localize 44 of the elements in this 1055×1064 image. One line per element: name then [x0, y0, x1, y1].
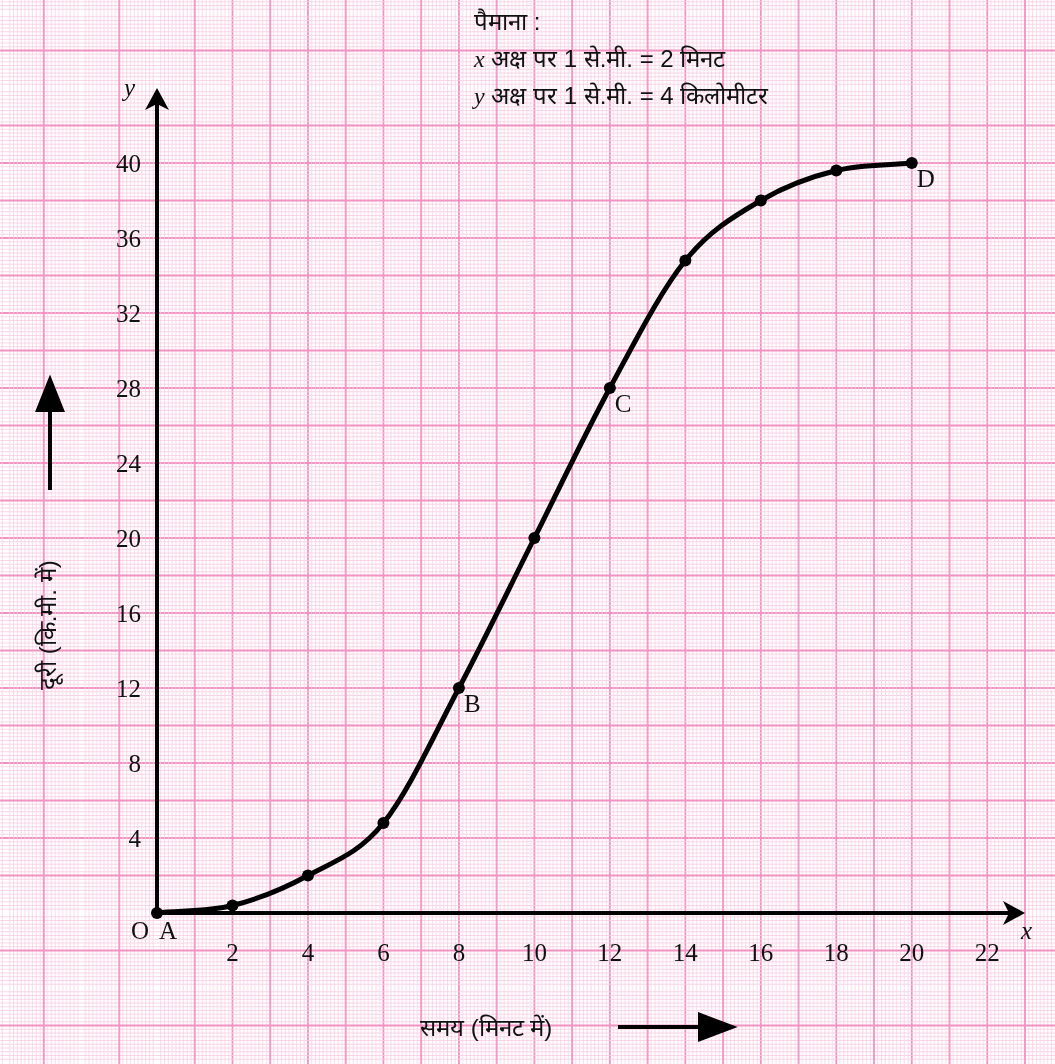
y-tick-label: 20 — [116, 525, 141, 552]
text: x — [1020, 917, 1033, 944]
x-axis-title: समय (मिनट में) — [420, 1014, 553, 1041]
x-tick-label: 6 — [377, 939, 390, 966]
text: x अक्ष पर 1 से.मी. = 2 मिनट — [473, 45, 727, 72]
point — [905, 157, 918, 169]
text: पैमाना : — [474, 8, 541, 35]
point — [528, 532, 541, 544]
text: y — [120, 74, 136, 101]
x-tick-label: 20 — [899, 939, 925, 966]
x-tick-label: 18 — [823, 939, 849, 966]
point — [754, 194, 767, 207]
x-tick-label: 14 — [672, 939, 699, 966]
annotation: A — [159, 917, 178, 944]
y-tick-label: 28 — [116, 375, 141, 402]
annotation: y अक्ष पर 1 से.मी. = 4 किलोमीटर — [472, 82, 770, 109]
point — [151, 907, 163, 919]
y-tick-label: 8 — [128, 750, 141, 777]
y-axis-title: दूरी (कि.मी. में) — [34, 560, 64, 690]
x-tick-label: 22 — [974, 939, 1000, 966]
x-tick-label: 8 — [452, 939, 466, 966]
y-tick-label: 40 — [116, 150, 141, 177]
y-tick-label: 24 — [116, 450, 142, 477]
annotation: B — [463, 690, 481, 717]
point — [377, 817, 390, 829]
annotation: D — [916, 165, 935, 192]
point — [603, 382, 616, 394]
x-tick-label: 2 — [226, 939, 239, 966]
x-tick-label: 4 — [301, 939, 315, 966]
annotation: C — [614, 390, 632, 417]
point — [452, 682, 465, 694]
x-tick-label: 16 — [748, 939, 774, 966]
point — [679, 254, 692, 267]
y-tick-label: 36 — [116, 225, 141, 252]
x-tick-label: 12 — [597, 939, 623, 966]
point — [830, 164, 843, 177]
y-tick-label: 32 — [116, 300, 141, 327]
y-tick-label: 16 — [116, 600, 141, 627]
annotation: O — [131, 917, 150, 944]
x-tick-label: 10 — [521, 939, 547, 966]
y-tick-label: 4 — [128, 825, 142, 852]
point — [226, 899, 239, 912]
point — [301, 869, 314, 882]
y-tick-label: 12 — [116, 675, 141, 702]
